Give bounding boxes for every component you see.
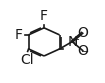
Text: F: F: [15, 28, 23, 42]
Text: +: +: [71, 35, 79, 45]
Text: N: N: [67, 35, 78, 49]
Text: −: −: [81, 46, 89, 57]
Text: F: F: [40, 9, 48, 23]
Text: O: O: [77, 44, 88, 58]
Text: O: O: [77, 26, 88, 40]
Text: Cl: Cl: [20, 53, 34, 67]
